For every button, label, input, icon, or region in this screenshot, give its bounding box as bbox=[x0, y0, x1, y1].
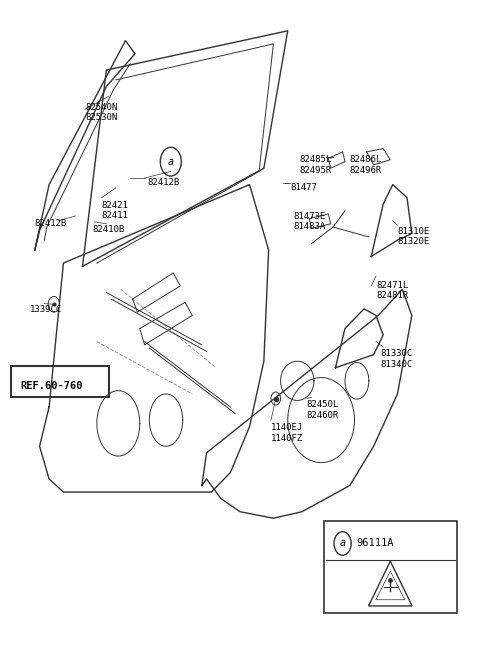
Text: 81330C
81340C: 81330C 81340C bbox=[381, 350, 413, 369]
Text: 82410B: 82410B bbox=[92, 225, 124, 234]
Text: 81473E
81483A: 81473E 81483A bbox=[293, 212, 326, 231]
Text: 81310E
81320E: 81310E 81320E bbox=[397, 227, 430, 246]
Text: 1140EJ
1140FZ: 1140EJ 1140FZ bbox=[271, 423, 303, 443]
Text: 82540N
82530N: 82540N 82530N bbox=[85, 102, 117, 122]
Text: 82450L
82460R: 82450L 82460R bbox=[307, 401, 339, 420]
Text: 82485L
82495R: 82485L 82495R bbox=[300, 155, 332, 175]
Text: 96111A: 96111A bbox=[356, 539, 394, 549]
Text: 81477: 81477 bbox=[290, 183, 317, 193]
Text: a: a bbox=[168, 156, 174, 167]
Text: 82412B: 82412B bbox=[147, 178, 179, 187]
Text: 82412B: 82412B bbox=[35, 219, 67, 227]
FancyBboxPatch shape bbox=[11, 366, 109, 397]
FancyBboxPatch shape bbox=[324, 522, 457, 613]
Text: 82471L
82481R: 82471L 82481R bbox=[376, 281, 408, 300]
Text: a: a bbox=[340, 539, 346, 549]
Text: 82486L
82496R: 82486L 82496R bbox=[350, 155, 382, 175]
Text: REF.60-760: REF.60-760 bbox=[21, 381, 83, 391]
Text: 1339CC: 1339CC bbox=[30, 305, 62, 314]
Text: 82421
82411: 82421 82411 bbox=[102, 201, 129, 220]
